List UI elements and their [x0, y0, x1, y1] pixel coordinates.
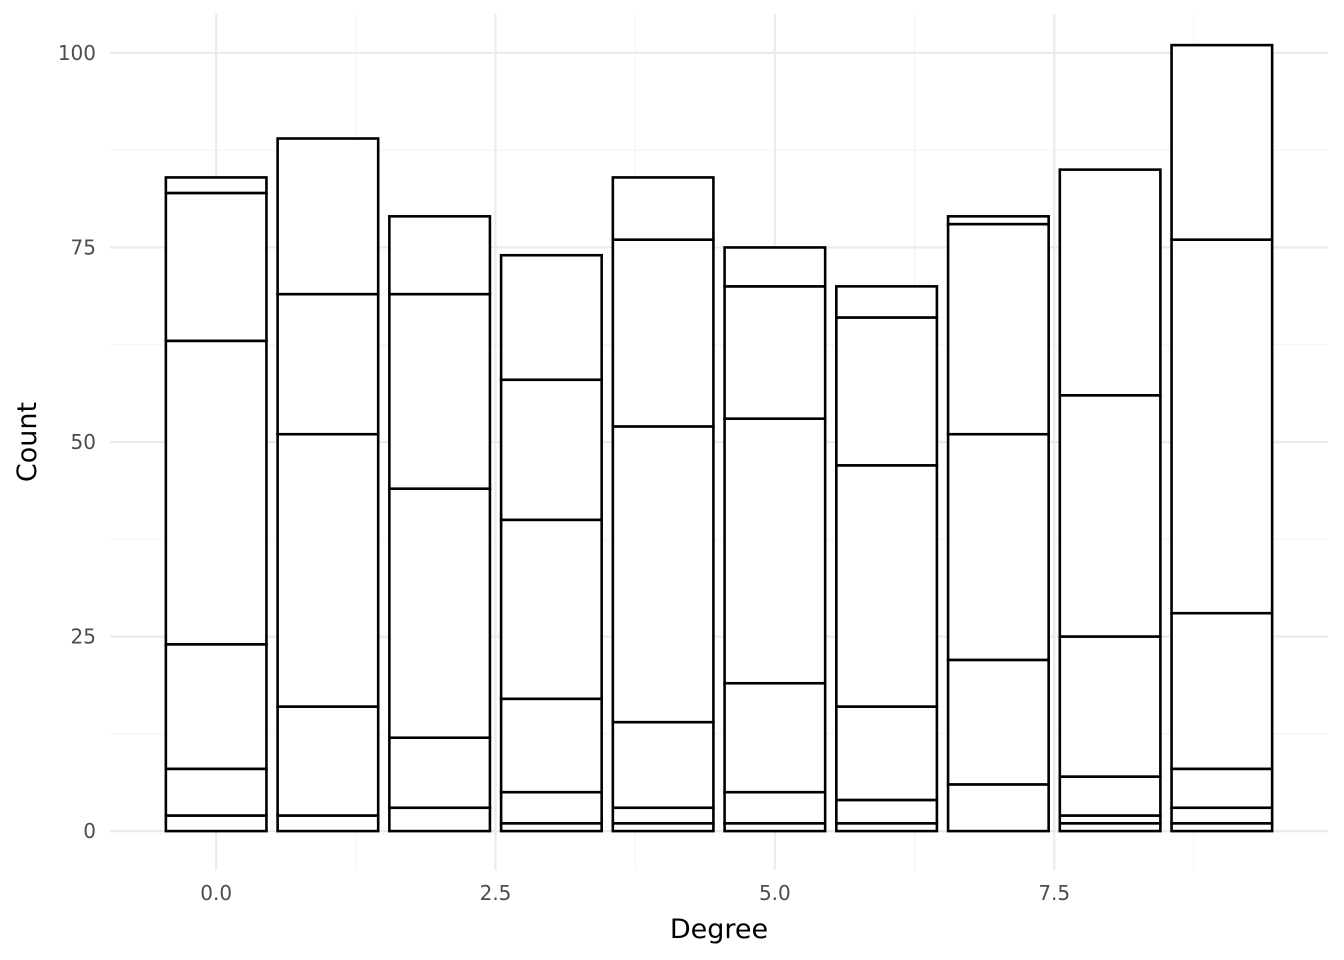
bar-segment — [1170, 611, 1274, 771]
bar-segment — [946, 432, 1050, 662]
bar-segment — [276, 292, 380, 436]
bar-segment — [835, 798, 939, 825]
bar-segment — [1058, 168, 1162, 397]
tick-labels: 0 25 50 75 100 0.0 2.5 5.0 7.5 — [58, 41, 1070, 905]
x-tick-label: 5.0 — [759, 881, 791, 905]
bar-segment — [611, 176, 715, 241]
bar-segment — [835, 464, 939, 708]
bar-stack — [1170, 43, 1274, 833]
bar-stack — [723, 246, 827, 833]
bar-segment — [835, 316, 939, 467]
bar-segment — [1170, 43, 1274, 241]
bar-segment — [723, 681, 827, 794]
bar-segment — [723, 285, 827, 420]
bar-segment — [388, 292, 492, 490]
bar-segment — [164, 339, 268, 646]
bar-stack — [835, 285, 939, 833]
bar-segment — [835, 705, 939, 802]
bar-segment — [164, 814, 268, 833]
x-tick-label: 7.5 — [1038, 881, 1070, 905]
bar-segment — [1058, 635, 1162, 778]
bar-segment — [276, 137, 380, 296]
y-tick-label: 0 — [83, 819, 96, 843]
y-tick-label: 100 — [58, 41, 96, 65]
bar-stack — [1058, 168, 1162, 833]
x-tick-label: 0.0 — [200, 881, 232, 905]
bar-segment — [946, 658, 1050, 786]
bar-segment — [1170, 806, 1274, 825]
bar-segment — [946, 783, 1050, 833]
y-tick-label: 25 — [71, 625, 96, 649]
bar-segment — [1058, 394, 1162, 638]
bar-segment — [499, 697, 603, 794]
bar-segment — [1170, 767, 1274, 810]
bar-stack — [946, 215, 1050, 833]
bars — [164, 43, 1274, 833]
bar-segment — [499, 790, 603, 825]
bar-segment — [388, 806, 492, 833]
bar-stack — [276, 137, 380, 833]
bar-segment — [388, 215, 492, 296]
y-tick-label: 50 — [71, 430, 96, 454]
bar-segment — [723, 417, 827, 685]
bar-segment — [276, 432, 380, 708]
bar-segment — [946, 215, 1050, 226]
x-tick-label: 2.5 — [480, 881, 512, 905]
bar-segment — [164, 191, 268, 343]
y-tick-label: 75 — [71, 235, 96, 259]
bar-segment — [611, 806, 715, 825]
bar-stack — [499, 253, 603, 833]
bar-segment — [611, 425, 715, 724]
bar-segment — [499, 253, 603, 382]
bar-segment — [1170, 238, 1274, 615]
bar-stack — [388, 215, 492, 833]
bar-segment — [723, 790, 827, 825]
y-axis-title: Count — [12, 402, 43, 482]
bar-segment — [164, 767, 268, 817]
bar-segment — [723, 246, 827, 288]
bar-segment — [276, 814, 380, 833]
bar-segment — [388, 487, 492, 740]
bar-segment — [164, 176, 268, 195]
bar-segment — [946, 222, 1050, 436]
bar-segment — [499, 518, 603, 701]
bar-segment — [276, 705, 380, 817]
bar-stack — [611, 176, 715, 833]
bar-segment — [835, 285, 939, 319]
bar-segment — [164, 643, 268, 771]
bar-segment — [611, 720, 715, 810]
bar-segment — [388, 736, 492, 810]
bar-segment — [1058, 775, 1162, 817]
x-axis-title: Degree — [670, 914, 768, 945]
bar-segment — [611, 238, 715, 428]
bar-segment — [499, 378, 603, 522]
bar-stack — [164, 176, 268, 833]
